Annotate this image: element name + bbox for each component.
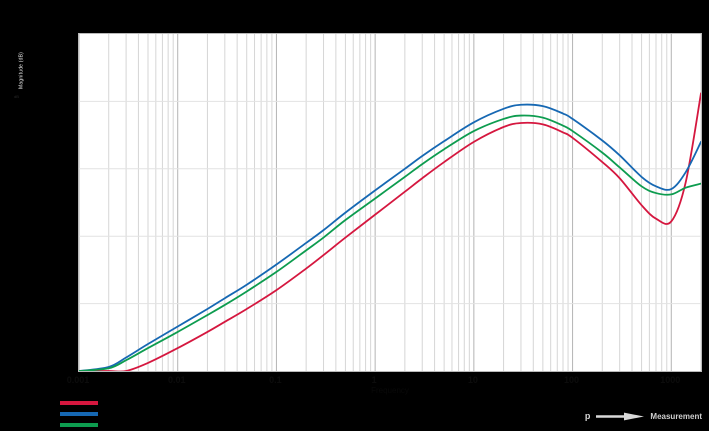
curve-green [79,114,701,371]
legend-swatch [60,422,98,427]
y-axis-label: Magnitude (dB) [18,52,25,89]
x-axis-label: Frequency [371,386,409,395]
x-tick-label: 0.01 [167,375,186,385]
x-tick-label: 100 [564,375,580,385]
x-tick-label: 1 [371,375,377,385]
x-tick-label: 10 [467,375,478,385]
arrow-logo-icon [596,412,645,420]
logo-text: Measurement [650,411,702,421]
curve-red [79,92,701,371]
curve-layer [79,92,701,371]
logo-prefix: p [584,411,591,421]
legend [60,398,106,431]
x-tick-label: 0.1 [269,375,282,385]
curve-blue [79,103,701,371]
legend-item-blue[interactable] [60,409,106,418]
x-tick-label: 1000 [660,375,681,385]
x-tick-label: 0.001 [66,375,90,385]
legend-item-red[interactable] [60,398,106,407]
corner-logo: p Measurement [585,409,702,423]
grid-layer [79,34,701,371]
legend-item-green[interactable] [60,420,106,429]
y-axis-label-unit: dB [14,94,19,99]
legend-swatch [60,411,98,416]
y-axis-label-group: Magnitude (dB) dB [8,44,36,104]
legend-swatch [60,400,98,405]
plot-area [78,33,702,372]
